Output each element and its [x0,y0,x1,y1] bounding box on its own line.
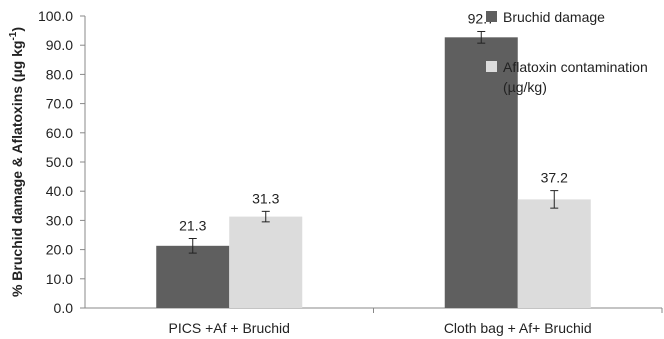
y-tick-label: 0.0 [54,300,74,316]
y-tick-label: 20.0 [46,242,73,258]
legend-swatch [486,11,497,22]
data-label: 21.3 [179,218,206,234]
legend-label-line: Aflatoxin contamination [503,59,648,75]
category-labels: PICS +Af + Bruchid Cloth bag + Af+ Bruchi… [169,320,592,336]
legend-label-line: Bruchid damage [503,9,605,25]
y-tick-label: 90.0 [46,37,73,53]
bar [444,37,518,308]
legend: Bruchid damage Aflatoxin contamination (µg… [486,9,648,95]
category-label: PICS +Af + Bruchid [169,320,290,336]
y-axis-label-end: ) [9,27,25,32]
y-tick-label: 70.0 [46,96,73,112]
y-tick-label: 100.0 [38,8,73,24]
category-label: Cloth bag + Af+ Bruchid [444,320,592,336]
y-tick-label: 50.0 [46,154,73,170]
y-tick-label: 60.0 [46,125,73,141]
y-axis-label: % Bruchid damage & Aflatoxins (µg kg-1) [8,27,25,297]
bar [517,199,591,308]
y-axis-ticks: 0.0 10.0 20.0 30.0 40.0 50.0 60.0 70.0 80.0 90.0 1… [38,8,663,316]
bar [156,245,230,308]
y-tick-label: 40.0 [46,183,73,199]
y-axis-label-superscript: -1 [8,31,19,40]
data-label: 31.3 [252,190,279,206]
legend-swatch [486,61,497,72]
legend-label-line: (µg/kg) [503,79,547,95]
legend-label: Bruchid damage [503,9,605,25]
y-tick-label: 10.0 [46,271,73,287]
data-label: 37.2 [541,170,568,186]
bar [229,216,303,308]
y-tick-label: 80.0 [46,66,73,82]
bars: 21.331.392.737.2 [156,10,591,308]
y-axis-label-main: % Bruchid damage & Aflatoxins (µg kg [9,41,25,297]
legend-label: Aflatoxin contamination (µg/kg) [503,59,648,95]
y-tick-label: 30.0 [46,212,73,228]
